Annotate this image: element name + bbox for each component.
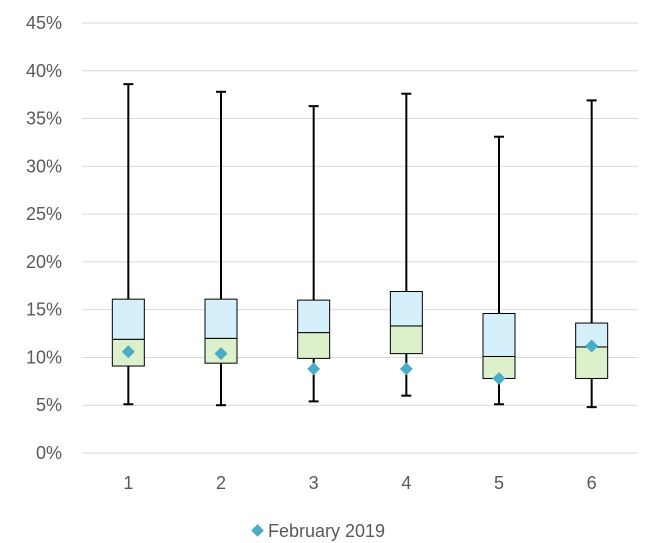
box-5 xyxy=(482,135,516,406)
x-axis: 1 2 3 4 5 6 xyxy=(123,473,596,493)
x-tick-label: 1 xyxy=(123,473,133,493)
marker-point xyxy=(121,345,135,359)
marker-point xyxy=(307,362,321,376)
x-tick-label: 4 xyxy=(401,473,411,493)
y-tick-label: 40% xyxy=(26,61,62,81)
lower-box xyxy=(297,332,331,359)
legend: February 2019 xyxy=(251,521,385,541)
box-plot-series xyxy=(111,83,609,409)
marker-point xyxy=(214,347,228,361)
february-2019-series xyxy=(121,339,599,385)
y-tick-label: 25% xyxy=(26,204,62,224)
upper-box xyxy=(204,298,238,339)
legend-label: February 2019 xyxy=(268,521,385,541)
y-tick-label: 20% xyxy=(26,252,62,272)
box-3 xyxy=(297,105,331,403)
upper-box xyxy=(111,298,145,340)
marker-point xyxy=(399,362,413,376)
x-tick-label: 3 xyxy=(309,473,319,493)
box-1 xyxy=(111,83,145,406)
y-tick-label: 45% xyxy=(26,13,62,33)
y-tick-label: 0% xyxy=(36,443,62,463)
upper-box xyxy=(389,291,423,327)
legend-marker-icon xyxy=(251,524,264,537)
x-tick-label: 5 xyxy=(494,473,504,493)
y-tick-label: 5% xyxy=(36,395,62,415)
upper-box xyxy=(482,312,516,357)
upper-box xyxy=(297,299,331,334)
box-4 xyxy=(389,92,423,397)
y-tick-label: 35% xyxy=(26,109,62,129)
gridlines xyxy=(82,22,638,454)
marker-point xyxy=(492,371,506,385)
box-6 xyxy=(575,99,609,409)
y-tick-label: 15% xyxy=(26,300,62,320)
y-tick-label: 10% xyxy=(26,347,62,367)
y-axis: 0% 5% 10% 15% 20% 25% 30% 35% 40% 45% xyxy=(26,13,62,463)
y-tick-label: 30% xyxy=(26,156,62,176)
x-tick-label: 6 xyxy=(587,473,597,493)
x-tick-label: 2 xyxy=(216,473,226,493)
lower-box xyxy=(389,325,423,355)
marker-point xyxy=(585,339,599,353)
